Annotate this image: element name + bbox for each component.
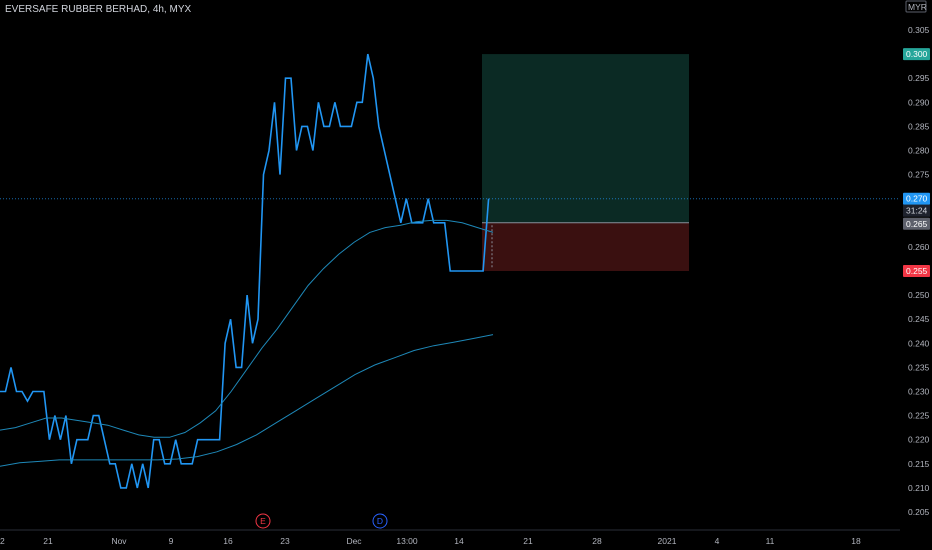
entry-price-tag-bg	[903, 217, 930, 230]
countdown-bg	[903, 204, 930, 217]
y-tick-label: 0.205	[908, 507, 930, 517]
x-tick-label: Nov	[111, 536, 127, 546]
currency-label: MYR	[908, 2, 927, 12]
x-tick-label-clipped: 2	[0, 536, 5, 546]
y-tick-label: 0.295	[908, 73, 930, 83]
x-tick-label: 11	[766, 536, 775, 546]
chart-title: EVERSAFE RUBBER BERHAD, 4h, MYX	[5, 4, 192, 15]
stop-price-tag: 0.255	[906, 266, 928, 276]
price-series-line[interactable]	[0, 53, 490, 489]
earnings-marker-icon[interactable]	[255, 513, 271, 529]
x-tick-label: 9	[169, 536, 174, 546]
x-tick-label: 21	[523, 536, 533, 546]
x-tick-label: Dec	[346, 536, 362, 546]
y-tick-label: 0.250	[908, 290, 930, 300]
currency-box	[905, 0, 927, 13]
dividend-marker-label: D	[377, 516, 383, 526]
y-tick-label: 0.235	[908, 362, 930, 372]
x-tick-label: 28	[592, 536, 602, 546]
y-tick-label: 0.210	[908, 483, 930, 493]
y-tick-label: 0.305	[908, 25, 930, 35]
y-tick-label: 0.220	[908, 435, 930, 445]
y-tick-label: 0.245	[908, 314, 930, 324]
x-tick-label: 21	[43, 536, 53, 546]
y-tick-label: 0.280	[908, 146, 930, 156]
y-tick-label: 0.275	[908, 170, 930, 180]
target-price-tag-bg	[903, 48, 930, 61]
x-tick-label: 2021	[658, 536, 677, 546]
x-tick-label: 4	[715, 536, 720, 546]
y-tick-label: 0.290	[908, 97, 930, 107]
moving-average-fast-line[interactable]	[0, 219, 494, 438]
profit-zone[interactable]	[482, 54, 689, 223]
y-tick-label: 0.260	[908, 242, 930, 252]
x-tick-label: 23	[280, 536, 290, 546]
moving-average-slow-line[interactable]	[0, 334, 494, 467]
y-tick-label: 0.230	[908, 387, 930, 397]
x-tick-label: 16	[223, 536, 233, 546]
last-price-tag: 0.270	[906, 194, 928, 204]
x-tick-label: 14	[454, 536, 464, 546]
entry-price-tag: 0.265	[906, 219, 928, 229]
countdown-label: 31:24	[906, 206, 928, 216]
y-tick-label: 0.225	[908, 411, 930, 421]
x-tick-label: 18	[851, 536, 861, 546]
dividend-marker-icon[interactable]	[372, 513, 388, 529]
target-price-tag: 0.300	[906, 49, 928, 59]
stop-price-tag-bg	[903, 265, 930, 277]
loss-zone[interactable]	[482, 222, 689, 271]
earnings-marker-label: E	[260, 516, 266, 526]
last-price-tag-bg	[903, 192, 930, 205]
y-tick-label: 0.285	[908, 121, 930, 131]
x-tick-label: 13:00	[396, 536, 418, 546]
y-tick-label: 0.240	[908, 338, 930, 348]
y-tick-label: 0.215	[908, 459, 930, 469]
